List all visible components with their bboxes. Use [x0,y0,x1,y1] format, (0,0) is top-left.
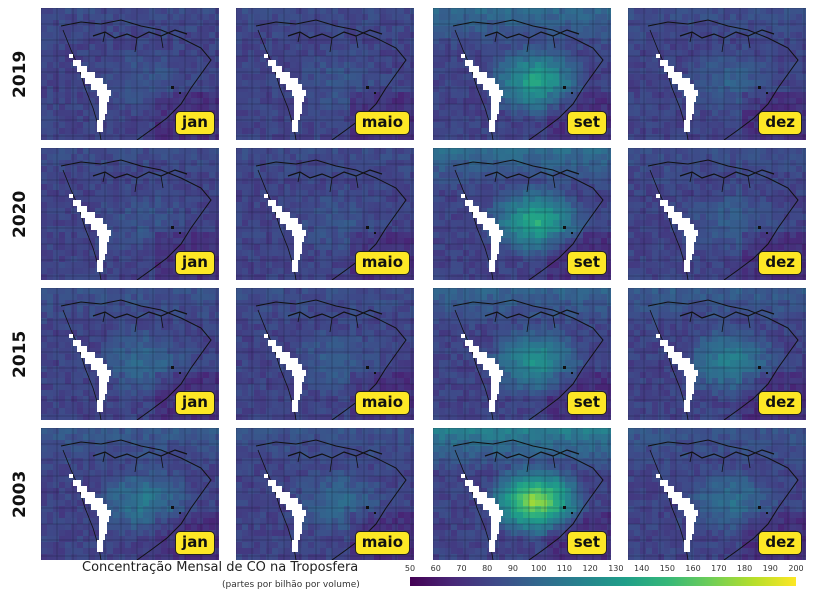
colorbar-tick-label: 80 [482,564,493,573]
co-map [433,288,611,420]
month-badge: set [566,111,607,135]
map-panel: maio [236,288,414,420]
map-panel: jan [41,428,219,560]
year-label-2019: 2019 [10,50,30,98]
month-badge: maio [354,111,410,135]
month-badge: jan [175,251,215,275]
colorbar-tick-label: 50 [404,564,416,573]
colorbar-tick-label: 140 [633,564,650,573]
colorbar-ticks: 50 60 70 80 90 100 110 120 130 140 150 160 170 180 190… [405,564,804,576]
colorbar-tick-label: 190 [762,564,778,573]
map-panel: maio [236,8,414,140]
co-map [433,8,611,140]
month-badge: dez [758,251,802,275]
month-badge: maio [354,531,410,555]
colorbar-tick-label: 100 [531,564,547,573]
colorbar-tick-label: 90 [507,564,519,573]
map-panel: set [433,428,611,560]
colorbar-tick-label: 200 [788,564,804,573]
month-badge: jan [175,391,215,415]
map-panel: set [433,288,611,420]
colorbar-tick-label: 110 [556,564,573,573]
caption-units: (partes por bilhão por volume) [222,580,360,590]
map-panel: maio [236,148,414,280]
month-badge: jan [175,111,215,135]
co-map [236,288,414,420]
map-panel: dez [628,148,806,280]
month-badge: dez [758,531,802,555]
month-badge: maio [354,251,410,275]
year-label-2015: 2015 [10,330,30,378]
co-map [41,288,219,420]
map-panel: jan [41,288,219,420]
co-map [628,428,806,560]
colorbar-tick-label: 130 [608,564,624,573]
year-label-2003: 2003 [10,470,30,518]
colorbar-tick-label: 60 [430,564,441,573]
co-map [41,428,219,560]
map-panel: set [433,148,611,280]
colorbar-tick-label: 150 [659,564,675,573]
month-badge: set [566,251,607,275]
colorbar-tick-label: 160 [685,564,701,573]
colorbar-tick-label: 120 [582,564,598,573]
colorbar-tick-label: 180 [736,564,753,573]
month-badge: set [566,391,607,415]
map-panel: maio [236,428,414,560]
co-map [433,148,611,280]
month-badge: dez [758,111,802,135]
co-map [236,8,414,140]
caption-title: Concentração Mensal de CO na Troposfera [82,560,359,575]
co-map [41,148,219,280]
month-badge: dez [758,391,802,415]
colorbar-tick-label: 70 [456,564,467,573]
colorbar [410,577,796,586]
map-panel: dez [628,428,806,560]
map-panel: jan [41,8,219,140]
year-label-2020: 2020 [10,190,30,238]
colorbar-tick-label: 170 [711,564,727,573]
month-badge: set [566,531,607,555]
map-panel: dez [628,8,806,140]
map-panel: jan [41,148,219,280]
month-badge: jan [175,531,215,555]
map-panel: set [433,8,611,140]
map-panel: dez [628,288,806,420]
month-badge: maio [354,391,410,415]
